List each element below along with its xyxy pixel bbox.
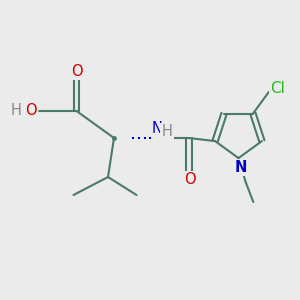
Text: Cl: Cl	[270, 81, 285, 96]
Text: O: O	[184, 172, 195, 187]
Text: H: H	[162, 124, 172, 139]
Text: N: N	[235, 160, 247, 175]
Text: O: O	[71, 64, 83, 79]
Text: O: O	[25, 103, 36, 118]
Text: N: N	[152, 121, 162, 136]
Text: H: H	[11, 103, 22, 118]
